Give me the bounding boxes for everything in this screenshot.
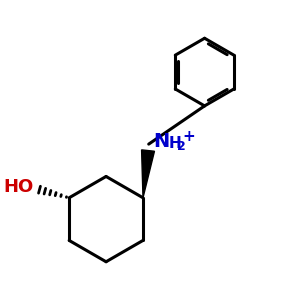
Text: N: N	[153, 132, 169, 151]
Polygon shape	[142, 150, 154, 198]
Text: 2: 2	[177, 140, 186, 153]
Text: HO: HO	[4, 178, 34, 196]
Text: +: +	[182, 129, 195, 144]
Text: H: H	[169, 136, 182, 151]
